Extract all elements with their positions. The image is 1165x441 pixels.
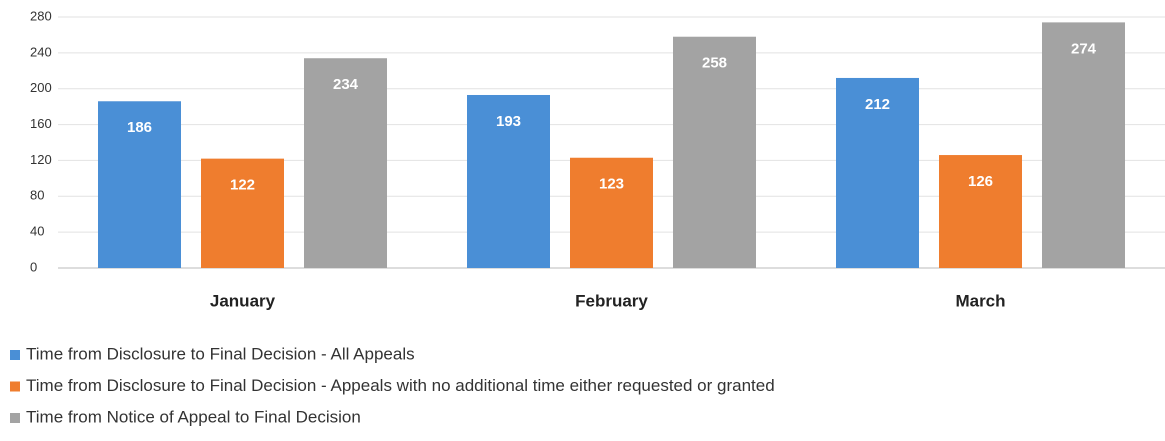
value-label: 193 — [496, 113, 521, 130]
legend-label: Time from Notice of Appeal to Final Deci… — [26, 407, 361, 426]
bar — [1042, 22, 1125, 268]
bar — [673, 36, 756, 268]
y-tick-label: 80 — [30, 188, 44, 203]
legend-label: Time from Disclosure to Final Decision -… — [26, 376, 775, 395]
bar — [939, 155, 1022, 268]
bar — [98, 101, 181, 268]
value-label: 234 — [333, 76, 359, 93]
x-tick-label: March — [955, 291, 1005, 310]
value-label: 274 — [1071, 40, 1097, 57]
x-tick-label: January — [210, 291, 276, 310]
legend-swatch — [10, 381, 20, 392]
y-tick-label: 200 — [30, 80, 52, 95]
bar — [836, 77, 919, 268]
value-label: 186 — [127, 119, 152, 136]
legend-swatch — [10, 350, 20, 360]
bar — [304, 58, 387, 268]
y-tick-label: 40 — [30, 224, 44, 239]
y-tick-label: 0 — [30, 259, 37, 274]
value-label: 126 — [968, 173, 993, 190]
bar — [201, 158, 284, 268]
y-tick-label: 120 — [30, 152, 52, 167]
value-label: 123 — [599, 176, 624, 193]
legend-swatch — [10, 413, 20, 423]
bar — [570, 157, 653, 268]
value-label: 212 — [865, 96, 890, 113]
legend-label: Time from Disclosure to Final Decision -… — [26, 344, 415, 363]
bar — [467, 94, 550, 268]
value-label: 258 — [702, 55, 727, 72]
y-tick-label: 160 — [30, 116, 52, 131]
y-tick-label: 240 — [30, 44, 52, 59]
x-tick-label: February — [575, 291, 648, 310]
y-tick-label: 280 — [30, 8, 52, 23]
value-label: 122 — [230, 177, 255, 194]
